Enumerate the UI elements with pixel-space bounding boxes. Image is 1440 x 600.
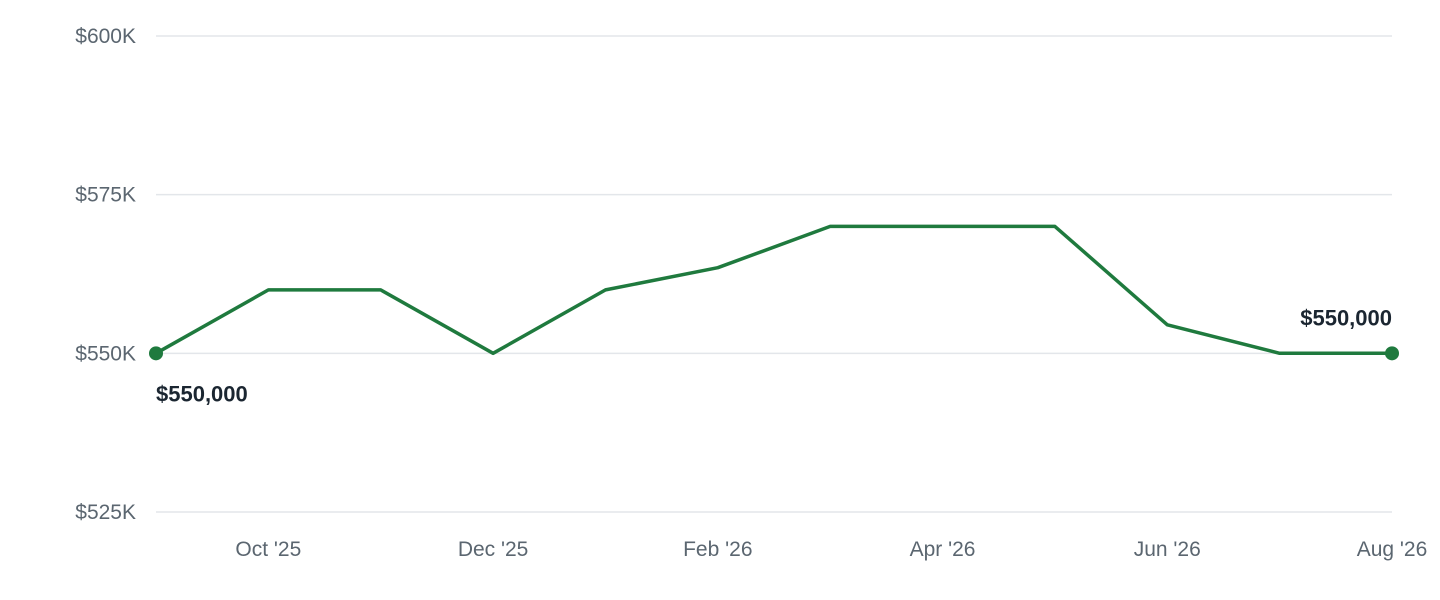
annotations: $550,000 $550,000	[156, 305, 1392, 406]
x-tick-label: Aug '26	[1357, 538, 1428, 561]
x-tick-label: Apr '26	[910, 538, 976, 561]
y-tick-label: $575K	[75, 184, 136, 207]
endpoint-marker	[149, 346, 163, 361]
y-tick-label: $550K	[75, 342, 136, 365]
gridlines	[156, 35, 1392, 513]
x-tick-label: Jun '26	[1134, 538, 1201, 561]
y-tick-label: $525K	[75, 501, 136, 524]
endpoint-marker	[1385, 346, 1399, 361]
y-tick-label: $600K	[75, 25, 136, 48]
y-axis-ticks: $600K $575K $550K $525K	[75, 25, 136, 524]
x-tick-label: Oct '25	[235, 538, 301, 561]
x-tick-label: Feb '26	[683, 538, 752, 561]
value-label: $550,000	[1300, 305, 1392, 330]
x-axis-ticks: Oct '25 Dec '25 Feb '26 Apr '26 Jun '26 Aug '…	[235, 538, 1427, 561]
series-layer	[149, 224, 1399, 361]
value-label: $550,000	[156, 381, 248, 406]
series-line	[154, 224, 1394, 356]
x-tick-label: Dec '25	[458, 538, 529, 561]
